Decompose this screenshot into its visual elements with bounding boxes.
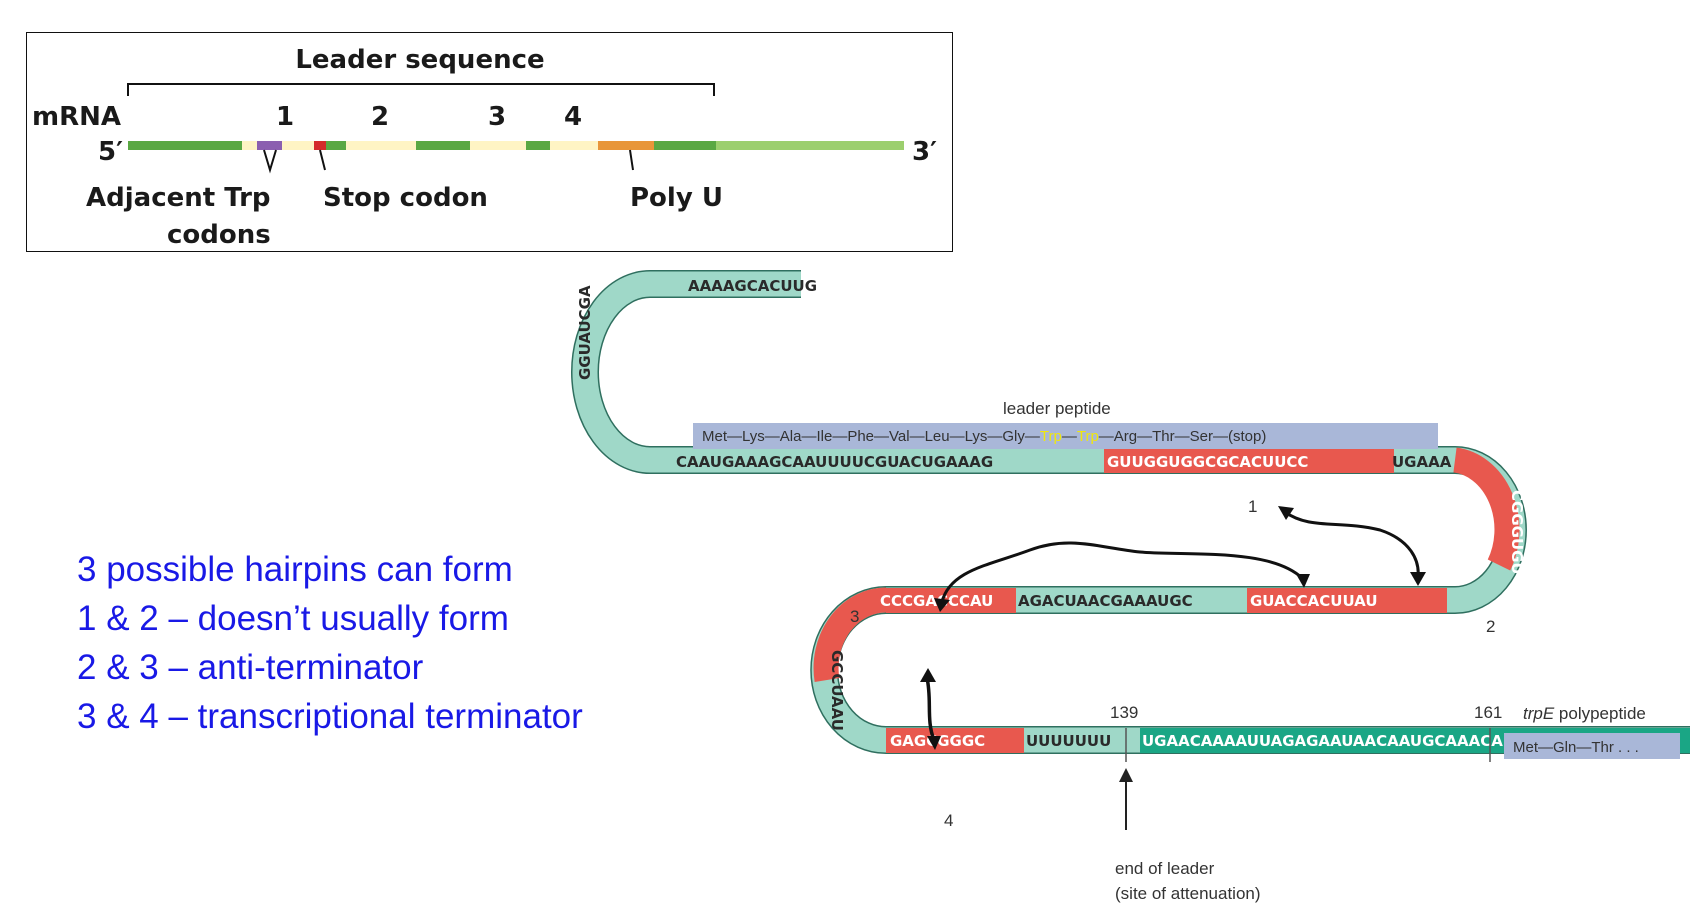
trpe-rest: polypeptide bbox=[1554, 704, 1646, 723]
codons-label: codons bbox=[167, 220, 271, 250]
pairing-arrow-3-4 bbox=[925, 677, 936, 741]
bar-segment bbox=[526, 141, 550, 150]
trp-pointer bbox=[263, 149, 277, 174]
region-number-1: 1 bbox=[276, 102, 294, 132]
region-label-1: 1 bbox=[1248, 497, 1257, 516]
pairing-arrow-1-2-head-b bbox=[1410, 572, 1426, 586]
peptide-dash: — bbox=[1062, 428, 1077, 445]
region-label-4: 4 bbox=[944, 811, 953, 830]
leader-peptide-sequence: Met—Lys—Ala—Ile—Phe—Val—Leu—Lys—Gly—Trp—… bbox=[702, 428, 1266, 445]
end-of-leader-label: end of leader bbox=[1115, 859, 1215, 878]
peptide-trp-1: Trp bbox=[1040, 428, 1062, 445]
seq-trpe: UGAACAAAAUUAGAGAAUAACAAUGCAAACA... bbox=[1142, 732, 1520, 750]
leader-bracket bbox=[127, 83, 715, 96]
attenuation-arrow-head bbox=[1119, 768, 1133, 782]
pairing-arrow-1-2-head-a bbox=[1278, 506, 1294, 520]
stop-codon-label: Stop codon bbox=[323, 183, 488, 213]
pairing-arrow-3-4-head-a bbox=[920, 668, 936, 682]
region-number-2: 2 bbox=[371, 102, 389, 132]
five-prime-label: 5′ bbox=[98, 137, 123, 167]
bar-segment bbox=[282, 141, 314, 150]
trpe-italic: trpE bbox=[1523, 704, 1555, 723]
hairpin-notes: 3 possible hairpins can form 1 & 2 – doe… bbox=[77, 545, 583, 741]
site-of-attenuation-label: (site of attenuation) bbox=[1115, 884, 1261, 903]
region-3-highlight bbox=[886, 588, 1016, 613]
seq-top: AAAAGCACUUG bbox=[688, 277, 817, 295]
peptide-part-a: Met—Lys—Ala—Ile—Phe—Val—Leu—Lys—Gly— bbox=[702, 428, 1040, 445]
three-prime-label: 3′ bbox=[912, 137, 937, 167]
trpe-label: trpE polypeptide bbox=[1523, 704, 1646, 723]
seq-region1: GUUGGUGGCGCACUUCC bbox=[1107, 453, 1308, 471]
pairing-arrow-1-2 bbox=[1284, 510, 1420, 579]
seq-right-curve: CGGGUGU bbox=[1508, 490, 1526, 575]
position-161: 161 bbox=[1474, 703, 1502, 722]
seq-row2-mid: AGACUAACGAAAUGC bbox=[1018, 592, 1193, 610]
bar-segment bbox=[242, 141, 257, 150]
note-line: 2 & 3 – anti-terminator bbox=[77, 648, 424, 687]
region-1-highlight bbox=[1104, 448, 1394, 473]
seq-region2: GUACCACUUAU bbox=[1250, 592, 1378, 610]
bar-segment bbox=[654, 141, 716, 150]
bar-segment bbox=[716, 141, 904, 150]
trpe-peptide: Met—Gln—Thr . . . bbox=[1513, 739, 1639, 756]
position-139: 139 bbox=[1110, 703, 1138, 722]
mrna-bar bbox=[128, 141, 904, 150]
region-label-2: 2 bbox=[1486, 617, 1495, 636]
seq-poly-u: UUUUUUU bbox=[1026, 732, 1111, 750]
trpe-peptide-bar bbox=[1504, 733, 1680, 759]
poly-u-label: Poly U bbox=[630, 183, 723, 213]
region-4-highlight bbox=[886, 728, 1024, 753]
note-line: 1 & 2 – doesn’t usually form bbox=[77, 599, 509, 638]
region-number-3: 3 bbox=[488, 102, 506, 132]
region-3-curve bbox=[813, 587, 887, 682]
region-2-highlight bbox=[1247, 588, 1447, 613]
poly-u-segment bbox=[598, 141, 654, 150]
pairing-arrow-2-3-head-a bbox=[934, 598, 950, 612]
bar-segment bbox=[326, 141, 346, 150]
pairing-arrow-2-3-head-b bbox=[1296, 574, 1310, 588]
trp-codon-segment bbox=[257, 141, 282, 150]
polyu-pointer bbox=[629, 149, 634, 171]
seq-row1-start: CAAUGAAAGCAAUUUUCGUACUGAAAG bbox=[676, 453, 993, 471]
region-number-4: 4 bbox=[564, 102, 582, 132]
stop-pointer bbox=[319, 149, 326, 171]
seq-left-curve: GGUAUCGA bbox=[576, 285, 594, 380]
adjacent-trp-label: Adjacent Trp bbox=[86, 183, 271, 213]
leader-peptide-bar bbox=[693, 423, 1438, 449]
seq-left-bottom-curve: GCCUAAU bbox=[828, 650, 846, 731]
mrna-label: mRNA bbox=[32, 102, 121, 132]
peptide-part-b: —Arg—Thr—Ser—(stop) bbox=[1099, 428, 1267, 445]
region-2-curve bbox=[1452, 447, 1520, 571]
region-4-segment bbox=[550, 141, 598, 150]
bar-segment bbox=[128, 141, 242, 150]
bar-segment bbox=[416, 141, 470, 150]
note-line: 3 possible hairpins can form bbox=[77, 550, 513, 589]
peptide-trp-2: Trp bbox=[1077, 428, 1099, 445]
seq-row1-end: UGAAA bbox=[1392, 453, 1452, 471]
region-label-3: 3 bbox=[850, 607, 859, 626]
region-3-segment bbox=[470, 141, 526, 150]
pairing-arrow-2-3 bbox=[940, 541, 1304, 603]
stop-codon-segment bbox=[314, 141, 326, 150]
pairing-arrow-3-4-head-b bbox=[927, 736, 941, 750]
leader-peptide-title: leader peptide bbox=[1003, 399, 1111, 418]
leader-sequence-title: Leader sequence bbox=[295, 45, 544, 75]
note-line: 3 & 4 – transcriptional terminator bbox=[77, 697, 583, 736]
region-2-segment bbox=[346, 141, 416, 150]
